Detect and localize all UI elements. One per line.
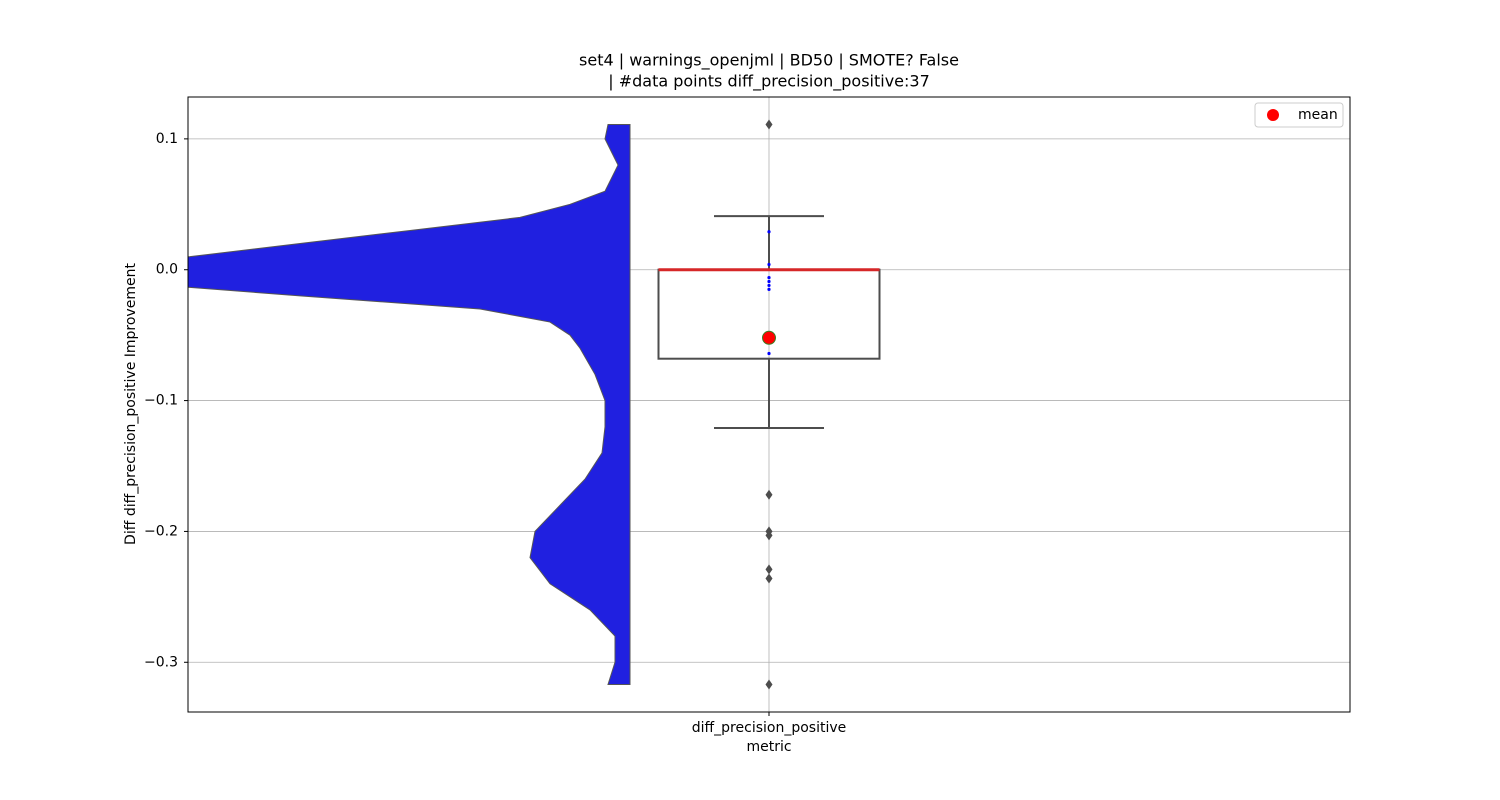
mean-marker [762,330,776,345]
y-tick-label: 0.1 [156,131,178,147]
strip-point [767,279,771,284]
y-tick-label: −0.1 [144,393,178,409]
outlier [765,679,773,690]
legend-box [1254,102,1344,128]
outlier [765,573,773,584]
strip-point [767,230,771,234]
chart-title: set4 | warnings_openjml | BD50 | SMOTE? … [579,51,959,71]
legend-marker [1267,109,1279,121]
outlier [765,489,773,500]
strip-point [767,351,771,356]
plot-frame [187,96,1351,713]
outlier [765,119,773,130]
strip-point [767,287,771,291]
strip-point [767,275,771,280]
x-axis-label: metric [746,739,791,755]
legend-label: mean [1298,107,1338,123]
y-tick-label: −0.3 [144,654,178,670]
y-tick-label: 0.0 [156,262,178,278]
violin [188,123,631,686]
chart-title: | #data points diff_precision_positive:3… [608,72,930,92]
y-axis-label: Diff diff_precision_positive Improvement [123,263,139,545]
y-tick-label: −0.2 [144,523,178,539]
strip-point [767,262,771,267]
strip-point [767,283,771,288]
outlier [765,564,773,575]
x-tick-label: diff_precision_positive [692,720,847,736]
outlier [765,530,773,541]
